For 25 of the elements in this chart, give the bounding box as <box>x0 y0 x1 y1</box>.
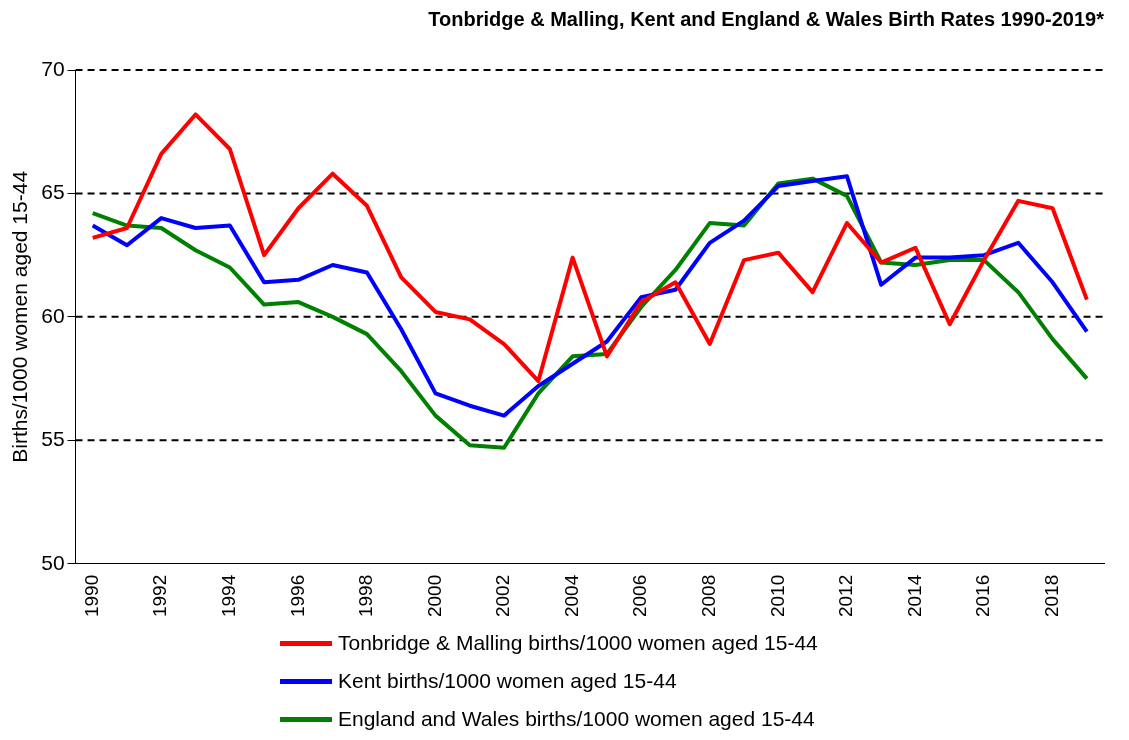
x-tick-label: 1998 <box>355 574 377 618</box>
legend-label: Tonbridge & Malling births/1000 women aged 15-44 <box>338 631 818 655</box>
legend-label: England and Wales births/1000 women aged 15-44 <box>338 707 815 731</box>
x-tick-label: 2008 <box>698 574 719 618</box>
y-tick-label: 60 <box>41 303 65 327</box>
y-tick-label: 65 <box>41 180 65 204</box>
x-tick-label: 1996 <box>286 574 308 618</box>
y-tick-label: 70 <box>41 56 65 80</box>
x-tick-label: 2010 <box>766 574 788 618</box>
y-tick-label: 55 <box>41 427 65 451</box>
x-tick-label: 2006 <box>629 574 651 618</box>
y-tick-label: 50 <box>41 550 65 574</box>
x-tick-label: 2002 <box>492 574 514 618</box>
x-tick-label: 2004 <box>560 574 582 618</box>
x-tick-label: 2012 <box>835 574 857 618</box>
x-tick-label: 1992 <box>149 574 171 618</box>
y-axis-title: Births/1000 women aged 15-44 <box>8 170 32 463</box>
x-tick-label: 1994 <box>218 574 240 618</box>
x-tick-label: 2014 <box>903 574 925 618</box>
x-tick-label: 2016 <box>972 574 994 618</box>
legend-label: Kent births/1000 women aged 15-44 <box>338 669 677 693</box>
x-tick-label: 2018 <box>1040 574 1062 618</box>
x-tick-label: 2000 <box>423 574 445 618</box>
x-tick-label: 1990 <box>80 574 102 618</box>
chart-title: Tonbridge & Malling, Kent and England & Wales Birth Rates 1990-2019* <box>428 7 1105 30</box>
